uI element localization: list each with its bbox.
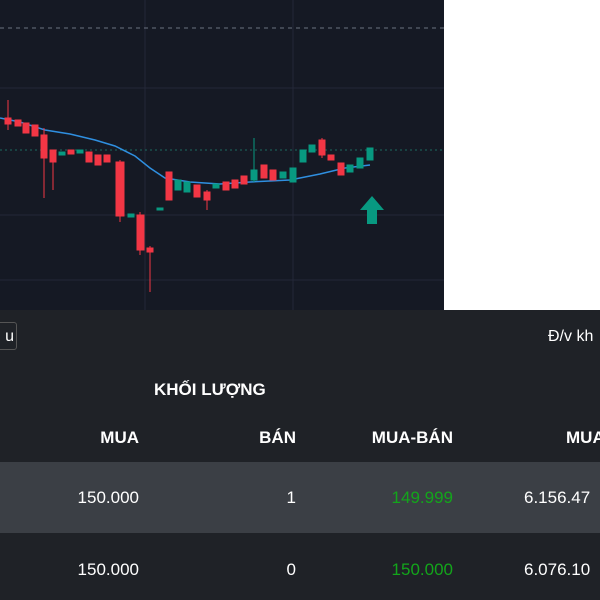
button[interactable]: u [0,322,17,350]
group-header: KHỐI LƯỢNG [154,380,266,399]
cell: 150.000 [391,560,453,579]
column-header: BÁN [259,428,296,447]
table-row: 150.000 1 149.999 6.156.47 [0,462,600,533]
unit-note: Đ/v kh [548,328,594,345]
cell: 6.076.10 [524,560,591,579]
cell: 150.000 [77,488,139,507]
column-header: MUA-BÁN [371,428,453,447]
column-header: MUA [566,428,600,447]
trade-panel: u Đ/v kh KHỐI LƯỢNG MUA BÁN MUA-BÁN MUA … [0,310,600,600]
cell: 150.000 [77,560,139,579]
table-row: 150.000 0 150.000 6.076.10 [0,535,600,600]
cell: 1 [286,488,296,507]
column-header: MUA [100,428,139,447]
up-arrow [360,196,384,224]
cell: 0 [286,560,296,579]
price-chart [0,0,444,310]
cell: 6.156.47 [524,488,591,507]
cell: 149.999 [391,488,453,507]
